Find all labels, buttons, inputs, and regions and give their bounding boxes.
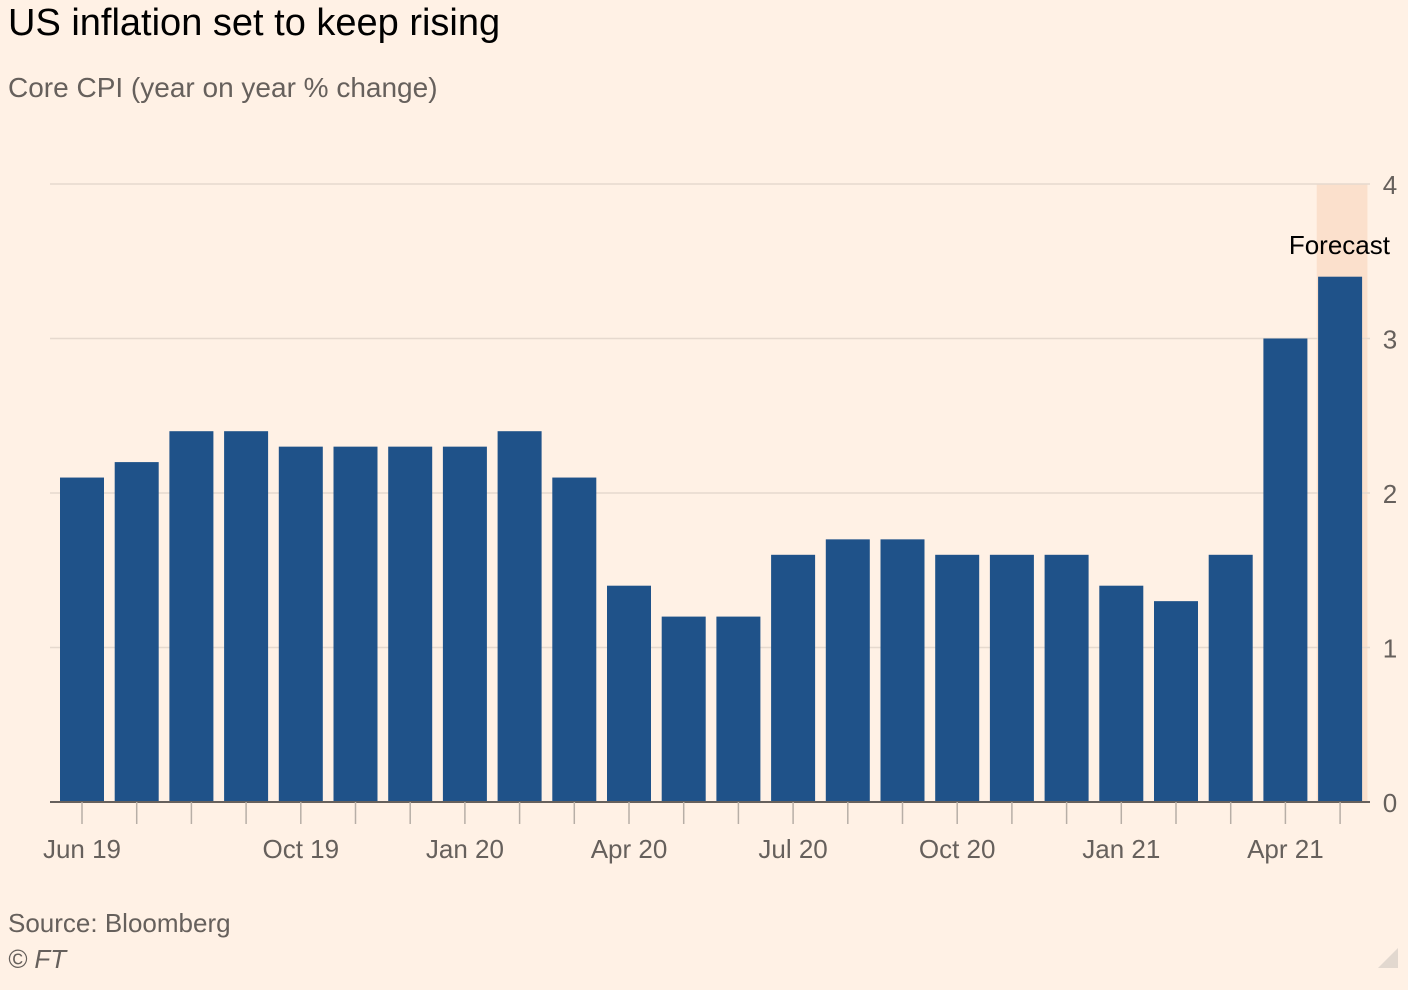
bar-nov-19 xyxy=(333,446,378,802)
chart-subtitle: Core CPI (year on year % change) xyxy=(8,72,438,103)
y-tick-label: 2 xyxy=(1383,479,1397,509)
bar-dec-20 xyxy=(1044,554,1089,802)
y-tick-label: 0 xyxy=(1383,788,1397,818)
bar-apr-21 xyxy=(1263,338,1308,802)
bar-chart: Forecast 0 1 2 3 4 Jun 19 Oct 19 Jan 20 Apr 20 Jul… xyxy=(43,170,1397,864)
x-tick-label: Jan 20 xyxy=(426,834,504,864)
copyright-note: © FT xyxy=(8,944,67,974)
bar-dec-19 xyxy=(388,446,433,802)
y-tick-label: 4 xyxy=(1383,170,1397,200)
bar-oct-20 xyxy=(935,554,980,802)
bar-may-21 xyxy=(1318,276,1363,802)
bar-nov-20 xyxy=(989,554,1034,802)
bar-sep-19 xyxy=(224,431,269,802)
x-tick-label: Jul 20 xyxy=(758,834,827,864)
bar-jan-21 xyxy=(1099,585,1144,802)
bar-may-20 xyxy=(661,616,706,802)
bar-aug-20 xyxy=(825,539,870,802)
bar-oct-19 xyxy=(278,446,323,802)
x-tick-label: Oct 20 xyxy=(919,834,996,864)
chart-title: US inflation set to keep rising xyxy=(8,2,501,44)
bar-mar-20 xyxy=(552,477,597,802)
bar-mar-21 xyxy=(1208,554,1253,802)
resize-corner-icon xyxy=(1378,948,1398,968)
bar-jul-19 xyxy=(114,462,159,802)
source-note: Source: Bloomberg xyxy=(8,908,231,938)
x-tick-label: Jun 19 xyxy=(43,834,121,864)
bar-jun-20 xyxy=(716,616,761,802)
bar-jun-19 xyxy=(60,477,104,802)
bar-sep-20 xyxy=(880,539,925,802)
bar-jul-20 xyxy=(771,554,816,802)
forecast-label: Forecast xyxy=(1289,230,1391,260)
y-tick-label: 3 xyxy=(1383,325,1397,355)
x-tick-label: Jan 21 xyxy=(1082,834,1160,864)
bar-feb-21 xyxy=(1154,601,1198,802)
bar-jan-20 xyxy=(442,446,487,802)
x-tick-label: Oct 19 xyxy=(263,834,340,864)
x-tick-label: Apr 21 xyxy=(1247,834,1324,864)
bar-aug-19 xyxy=(169,431,214,802)
bar-apr-20 xyxy=(607,585,651,802)
bar-feb-20 xyxy=(497,431,542,802)
x-tick-label: Apr 20 xyxy=(591,834,668,864)
y-tick-label: 1 xyxy=(1383,634,1397,664)
